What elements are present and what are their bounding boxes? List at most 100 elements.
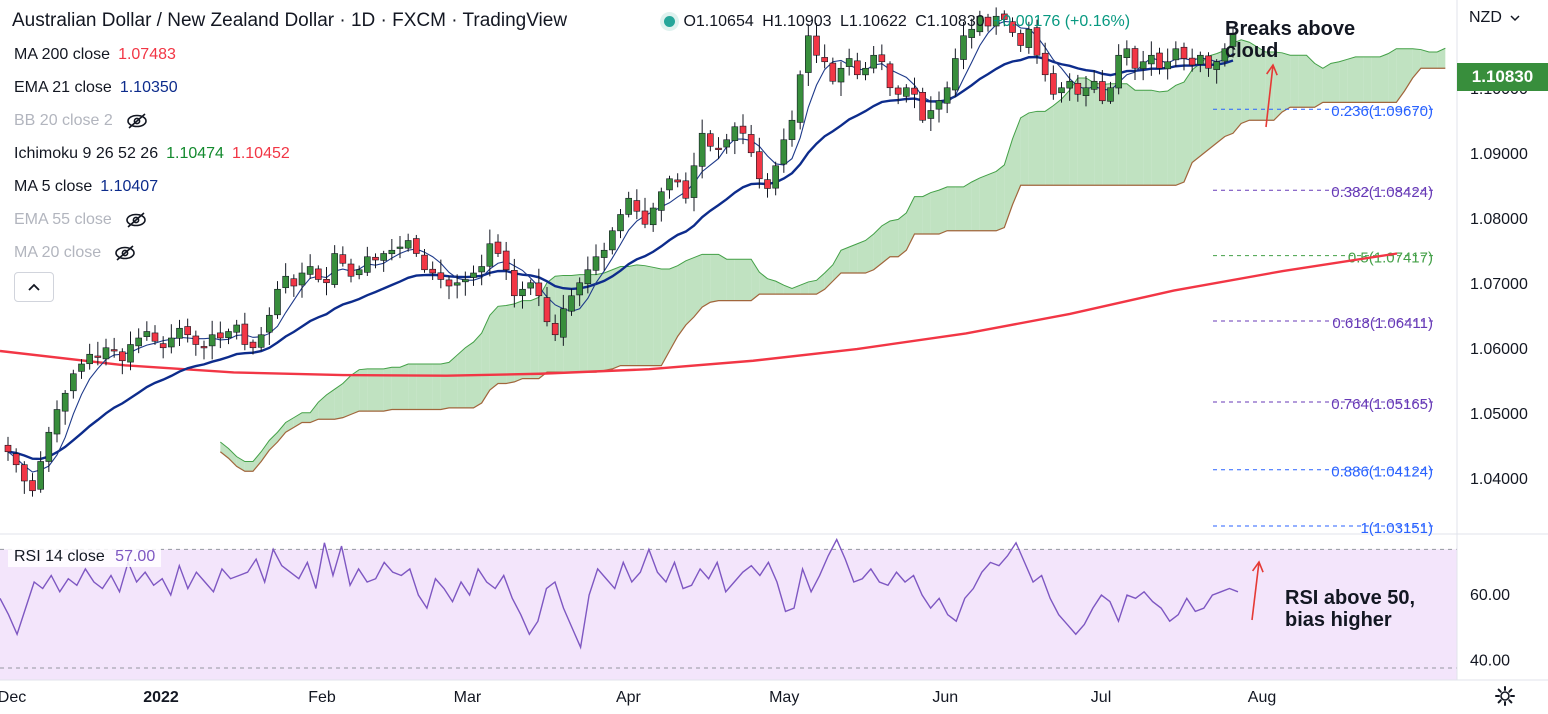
cloud-segment — [1371, 56, 1380, 103]
candle-body — [592, 256, 600, 271]
red-arrow — [1251, 560, 1264, 621]
candle-body — [143, 331, 151, 337]
candle-body — [919, 92, 926, 121]
candle-body — [682, 180, 690, 199]
candle-body — [1131, 48, 1139, 69]
chevron-down-icon — [1510, 15, 1520, 22]
candle-body — [290, 278, 298, 287]
cloud-segment — [1241, 39, 1250, 124]
cloud-segment — [1380, 53, 1389, 103]
cloud-segment — [1265, 52, 1274, 121]
eye-off-icon[interactable] — [125, 112, 149, 130]
rsi-legend[interactable]: RSI 14 close 57.00 — [8, 547, 162, 567]
cloud-segment — [718, 254, 727, 301]
candle-body — [625, 197, 632, 215]
cloud-segment — [710, 254, 719, 303]
indicator-row[interactable]: MA 200 close 1.07483 — [14, 46, 176, 64]
candle-body — [372, 256, 379, 261]
candle-body — [1058, 87, 1065, 94]
rsi-value: 57.00 — [115, 548, 156, 565]
cloud-segment — [1118, 83, 1127, 186]
cloud-segment — [530, 297, 539, 379]
cloud-segment — [1151, 90, 1160, 186]
y-tick-label: 1.05000 — [1470, 406, 1528, 423]
candle-body — [1188, 57, 1196, 66]
indicator-name: EMA 21 close — [14, 79, 112, 96]
cloud-segment — [334, 383, 343, 420]
candle-body — [445, 279, 453, 287]
candle-body — [462, 279, 469, 283]
cloud-segment — [914, 196, 923, 234]
candle-body — [886, 63, 894, 89]
candle-body — [960, 35, 967, 60]
candle-body — [355, 269, 363, 276]
cloud-segment — [481, 315, 490, 403]
candle-body — [1205, 55, 1212, 69]
candle-body — [12, 453, 20, 466]
indicator-row[interactable]: MA 5 close 1.10407 — [14, 178, 158, 196]
candle-body — [649, 207, 657, 226]
indicator-row[interactable]: EMA 55 close — [14, 211, 148, 229]
candle-body — [903, 87, 910, 97]
symbol-title[interactable]: Australian Dollar / New Zealand Dollar ·… — [12, 10, 568, 31]
candle-body — [78, 363, 85, 372]
candle-body — [421, 254, 428, 271]
cloud-segment — [261, 440, 270, 462]
cloud-segment — [849, 243, 858, 273]
collapse-legend-button[interactable] — [14, 272, 54, 302]
currency-selector[interactable]: NZD — [1469, 9, 1520, 27]
candle-body — [584, 269, 592, 285]
fibonacci-levels: 0.236(1.09670) 0.382(1.08424) 0.5(1.07417)… — [1213, 103, 1433, 537]
cloud-segment — [800, 281, 809, 295]
cloud-segment — [579, 274, 588, 373]
cloud-segment — [620, 266, 629, 366]
indicator-row[interactable]: Ichimoku 9 26 52 26 1.10474 1.10452 — [14, 145, 290, 163]
candle-body — [1017, 33, 1024, 46]
indicator-row[interactable]: MA 20 close — [14, 244, 137, 262]
candle-body — [1082, 87, 1090, 96]
cloud-segment — [555, 275, 564, 373]
cloud-segment — [1086, 78, 1095, 186]
candle-body — [633, 200, 641, 212]
candle-body — [110, 349, 118, 352]
indicator-row[interactable]: EMA 21 close 1.10350 — [14, 79, 178, 97]
candle-body — [225, 331, 232, 339]
cloud-segment — [1355, 56, 1364, 103]
eye-off-icon[interactable] — [113, 244, 137, 262]
cloud-segment — [383, 367, 392, 412]
cloud-segment — [1282, 52, 1291, 113]
cloud-annotation: Breaks above cloud — [1225, 18, 1355, 62]
cloud-segment — [930, 190, 939, 234]
candle-body — [968, 28, 975, 38]
fib-level-label: 1(1.03151) — [1360, 520, 1433, 537]
indicator-value: 1.10350 — [119, 79, 178, 96]
ma200-path — [0, 252, 1398, 377]
cloud-segment — [636, 264, 645, 366]
cloud-segment — [1339, 59, 1348, 103]
candle-body — [952, 58, 959, 91]
candle-body — [1156, 52, 1163, 69]
candle-body — [1025, 28, 1033, 48]
candle-body — [870, 54, 877, 69]
fib-level-label: 0.382(1.08424) — [1331, 184, 1433, 201]
rsi-name: RSI 14 close — [14, 548, 105, 565]
cloud-segment — [391, 367, 400, 410]
rsi-band-fill — [0, 549, 1457, 680]
candle-body — [331, 253, 338, 285]
cloud-segment — [293, 412, 302, 428]
candle-body — [723, 139, 730, 148]
cloud-segment — [1045, 105, 1054, 186]
candle-body — [380, 253, 387, 261]
candle-body — [1033, 27, 1041, 56]
indicator-row[interactable]: BB 20 close 2 — [14, 112, 149, 130]
x-tick-label: Dec — [0, 689, 26, 706]
cloud-segment — [1102, 83, 1111, 186]
eye-off-icon[interactable] — [124, 211, 148, 229]
annotation-arrows — [1251, 63, 1278, 621]
candle-body — [4, 444, 12, 453]
chart-settings-button[interactable] — [1494, 685, 1516, 712]
x-tick-label: Apr — [616, 689, 642, 706]
cloud-segment — [220, 442, 229, 459]
candle-body — [1066, 80, 1073, 89]
